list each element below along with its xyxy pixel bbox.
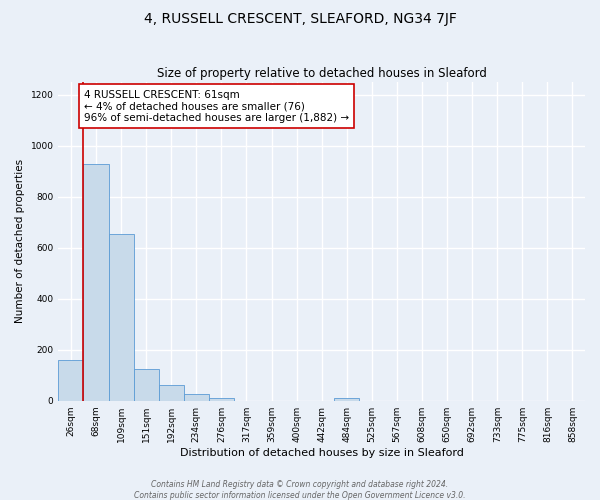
Bar	[134, 369, 159, 400]
Title: Size of property relative to detached houses in Sleaford: Size of property relative to detached ho…	[157, 66, 487, 80]
Bar	[209, 398, 234, 400]
Bar	[159, 386, 184, 400]
Text: 4, RUSSELL CRESCENT, SLEAFORD, NG34 7JF: 4, RUSSELL CRESCENT, SLEAFORD, NG34 7JF	[143, 12, 457, 26]
Bar	[58, 360, 83, 401]
Text: 4 RUSSELL CRESCENT: 61sqm
← 4% of detached houses are smaller (76)
96% of semi-d: 4 RUSSELL CRESCENT: 61sqm ← 4% of detach…	[84, 90, 349, 123]
Y-axis label: Number of detached properties: Number of detached properties	[15, 160, 25, 324]
Bar	[109, 234, 134, 400]
Text: Contains HM Land Registry data © Crown copyright and database right 2024.
Contai: Contains HM Land Registry data © Crown c…	[134, 480, 466, 500]
X-axis label: Distribution of detached houses by size in Sleaford: Distribution of detached houses by size …	[180, 448, 464, 458]
Bar	[334, 398, 359, 400]
Bar	[184, 394, 209, 400]
Bar	[83, 164, 109, 400]
